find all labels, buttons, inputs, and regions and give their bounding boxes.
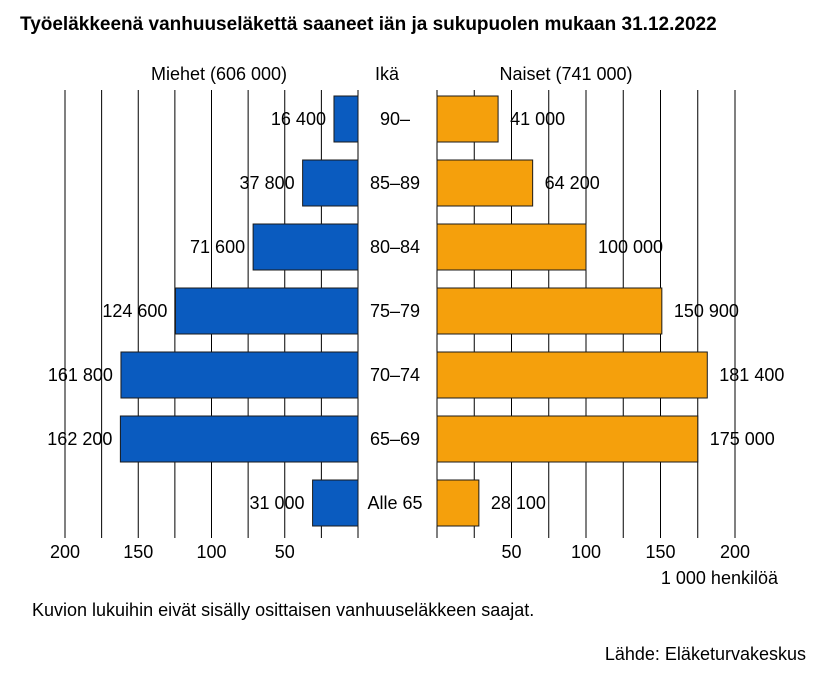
bar-women	[436, 479, 480, 527]
bar-men	[302, 159, 359, 207]
legend-men: Miehet (606 000)	[151, 64, 287, 84]
bar-women	[436, 415, 699, 463]
footnote: Kuvion lukuihin eivät sisälly osittaisen…	[32, 600, 534, 620]
bar-women	[436, 95, 499, 143]
tick-label-left: 150	[123, 542, 153, 562]
tick-label-right: 150	[645, 542, 675, 562]
value-label-women: 64 200	[545, 173, 600, 193]
value-label-men: 37 800	[240, 173, 295, 193]
age-category-label: 70–74	[370, 365, 420, 385]
x-axis-unit-label: 1 000 henkilöä	[661, 568, 779, 588]
bar-women	[436, 287, 663, 335]
value-label-women: 28 100	[491, 493, 546, 513]
age-category-label: 65–69	[370, 429, 420, 449]
value-label-men: 161 800	[48, 365, 113, 385]
tick-label-right: 100	[571, 542, 601, 562]
age-category-label: 80–84	[370, 237, 420, 257]
bar-women	[436, 159, 534, 207]
tick-labels: 200 150 100 50 50 100 150 200	[50, 542, 750, 562]
age-category-label: Alle 65	[367, 493, 422, 513]
source-note: Lähde: Eläketurvakeskus	[605, 644, 806, 664]
bar-men	[174, 287, 359, 335]
value-label-women: 100 000	[598, 237, 663, 257]
tick-label-left: 100	[196, 542, 226, 562]
bar-men	[312, 479, 359, 527]
age-category-label: 75–79	[370, 301, 420, 321]
bar-men	[120, 351, 359, 399]
value-label-men: 162 200	[47, 429, 112, 449]
bar-men	[119, 415, 359, 463]
center-header-age: Ikä	[375, 64, 400, 84]
tick-label-left: 200	[50, 542, 80, 562]
value-label-men: 31 000	[250, 493, 305, 513]
age-category-label: 90–	[380, 109, 410, 129]
bar-men	[252, 223, 359, 271]
bars	[119, 95, 708, 527]
chart-title: Työeläkkeenä vanhuuseläkettä saaneet iän…	[20, 14, 717, 35]
value-label-men: 124 600	[102, 301, 167, 321]
value-label-men: 16 400	[271, 109, 326, 129]
labels: 16 400 41 000 90– 37 800 64 200 85–89 71 600 10…	[47, 109, 784, 513]
value-label-women: 181 400	[719, 365, 784, 385]
tick-label-left: 50	[275, 542, 295, 562]
value-label-men: 71 600	[190, 237, 245, 257]
tick-label-right: 200	[720, 542, 750, 562]
bar-women	[436, 223, 587, 271]
bar-men	[333, 95, 359, 143]
value-label-women: 175 000	[710, 429, 775, 449]
age-category-label: 85–89	[370, 173, 420, 193]
tick-label-right: 50	[501, 542, 521, 562]
value-label-women: 150 900	[674, 301, 739, 321]
value-label-women: 41 000	[510, 109, 565, 129]
legend-women: Naiset (741 000)	[499, 64, 632, 84]
bar-women	[436, 351, 708, 399]
